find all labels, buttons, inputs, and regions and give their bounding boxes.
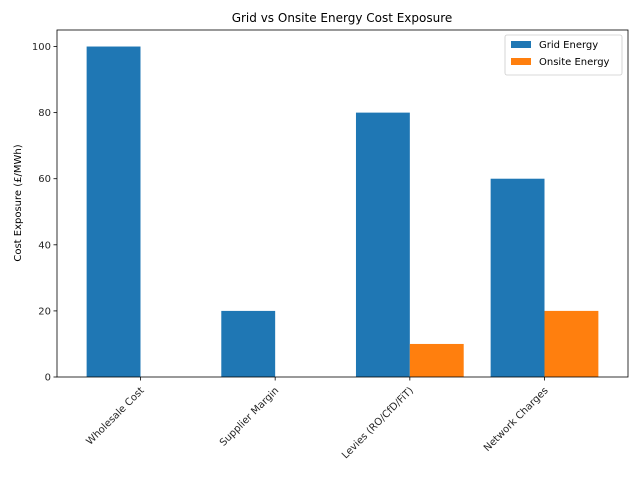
bar-grid-energy-0 — [86, 46, 141, 378]
y-axis-label: Cost Exposure (£/MWh) — [13, 144, 24, 261]
y-tick-label: 100 — [32, 42, 51, 53]
y-tick-label: 40 — [38, 240, 51, 251]
y-tick-label: 80 — [38, 108, 51, 119]
x-tick-label: Supplier Margin — [218, 385, 281, 448]
plot-frame — [56, 29, 629, 378]
bar-grid-energy-1 — [221, 310, 276, 377]
bar-onsite-energy-3 — [544, 310, 599, 377]
bar-grid-energy-2 — [355, 112, 410, 377]
y-tick-label: 60 — [38, 174, 51, 185]
legend-swatch — [511, 58, 531, 65]
y-ticks-group: 0 20 40 60 80 100 — [32, 42, 57, 384]
legend: Grid Energy Onsite Energy — [504, 34, 623, 76]
x-tick-label: Levies (RO/CfD/FiT) — [340, 385, 416, 461]
legend-box — [504, 34, 623, 76]
x-ticks-group: Wholesale Cost Supplier Margin Levies (RO/… — [84, 377, 551, 461]
legend-label: Grid Energy — [539, 40, 598, 51]
bars-group — [86, 46, 599, 378]
y-tick-label: 0 — [45, 373, 51, 384]
legend-swatch — [511, 41, 531, 48]
y-tick-label: 20 — [38, 306, 51, 317]
legend-label: Onsite Energy — [539, 57, 610, 68]
x-tick-label: Network Charges — [482, 385, 551, 454]
bar-onsite-energy-2 — [409, 343, 464, 377]
chart-title: Grid vs Onsite Energy Cost Exposure — [232, 11, 453, 25]
bar-grid-energy-3 — [490, 178, 545, 377]
x-tick-label: Wholesale Cost — [84, 385, 146, 447]
